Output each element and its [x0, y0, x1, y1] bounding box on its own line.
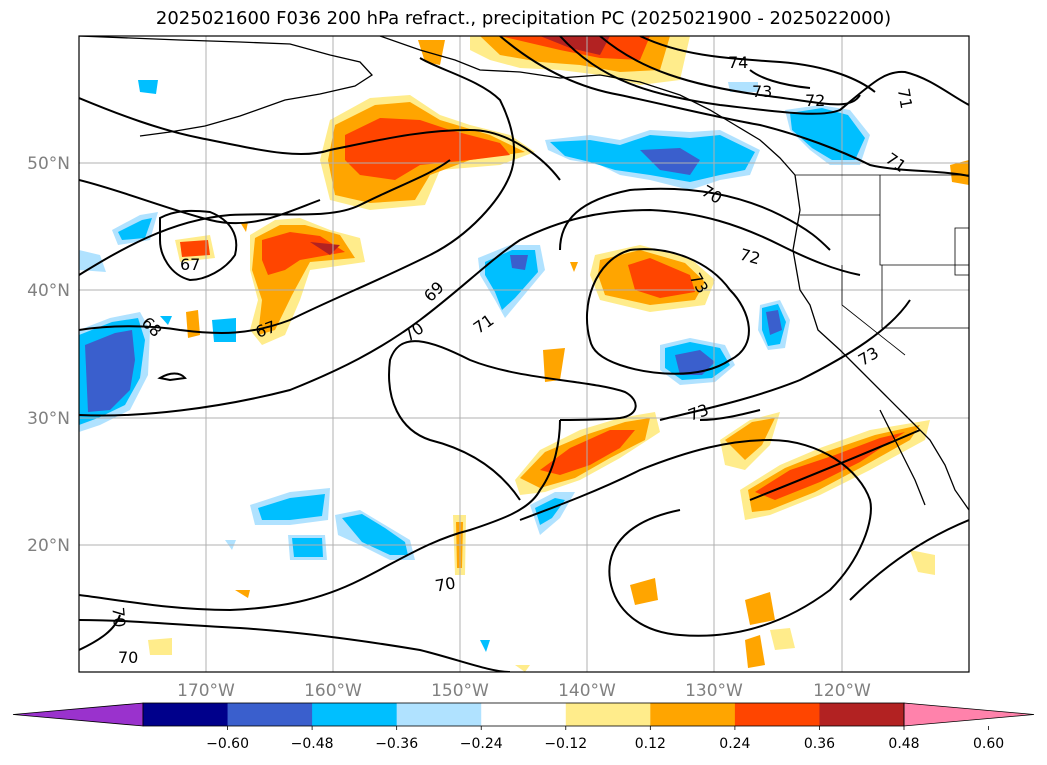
- colorbar-segment: [143, 703, 229, 726]
- lon-label: 120°W: [813, 681, 871, 701]
- colorbar-tick-label: −0.12: [544, 736, 587, 752]
- precip-patch-central-east: [570, 245, 715, 312]
- graticule: [79, 36, 969, 672]
- contour-label: 72: [805, 91, 825, 110]
- longitude-labels: 170°W 160°W 150°W 140°W 130°W 120°W: [177, 681, 871, 701]
- colorbar-tick-label: −0.36: [375, 736, 418, 752]
- map-title: 2025021600 F036 200 hPa refract., precip…: [155, 8, 892, 29]
- colorbar-segment: [819, 703, 905, 726]
- lat-label: 50°N: [27, 154, 70, 174]
- colorbar-segment: [650, 703, 736, 726]
- lon-label: 160°W: [304, 681, 362, 701]
- colorbar-tick-label: −0.24: [460, 736, 503, 752]
- colorbar-tick-label: 0.48: [888, 736, 919, 752]
- colorbar-segment: [565, 703, 651, 726]
- precip-patch-nw: [320, 95, 535, 210]
- refractivity-contours: [79, 36, 969, 672]
- contour-label: 70: [434, 573, 457, 595]
- contour-label: 74: [728, 53, 748, 72]
- colorbar: −0.60 −0.48 −0.36 −0.24 −0.12 0.12 0.24 0.36 0.4…: [12, 702, 1035, 752]
- colorbar-extend-min: [12, 702, 144, 727]
- contour-label: 73: [752, 82, 772, 101]
- latitude-labels: 50°N 40°N 30°N 20°N: [27, 154, 70, 556]
- contour-label: 70: [108, 606, 129, 628]
- lat-label: 40°N: [27, 281, 70, 301]
- colorbar-tick-label: −0.60: [206, 736, 249, 752]
- colorbar-tick-label: 0.36: [804, 736, 835, 752]
- contour-label: 72: [738, 245, 763, 269]
- colorbar-tick-label: 0.24: [719, 736, 750, 752]
- colorbar-segment: [396, 703, 482, 726]
- lat-label: 20°N: [27, 536, 70, 556]
- colorbar-segment: [734, 703, 820, 726]
- precip-patch-mid-west: [175, 218, 365, 345]
- colorbar-tick-label: −0.48: [291, 736, 334, 752]
- lon-label: 130°W: [685, 681, 743, 701]
- contour-label: 70: [118, 648, 138, 667]
- contour-label: 67: [180, 255, 200, 274]
- lon-label: 140°W: [558, 681, 616, 701]
- colorbar-segment: [227, 703, 313, 726]
- colorbar-tick-label: 0.60: [973, 736, 1004, 752]
- map-frame: [78, 35, 970, 673]
- colorbar-segment: [481, 703, 567, 726]
- colorbar-tick-label: 0.12: [635, 736, 666, 752]
- precip-patch-north: [418, 36, 690, 85]
- colorbar-segment: [312, 703, 398, 726]
- colorbar-extend-max: [903, 702, 1035, 727]
- lon-label: 170°W: [177, 681, 235, 701]
- lat-label: 30°N: [27, 409, 70, 429]
- lon-label: 150°W: [431, 681, 489, 701]
- colorbar-frame: [142, 702, 905, 727]
- contour-label: 71: [894, 87, 916, 110]
- map-content: 74 73 72 71 71 70 67 69 70 71 72 73 68 6…: [79, 36, 969, 672]
- political-borders: [795, 174, 969, 356]
